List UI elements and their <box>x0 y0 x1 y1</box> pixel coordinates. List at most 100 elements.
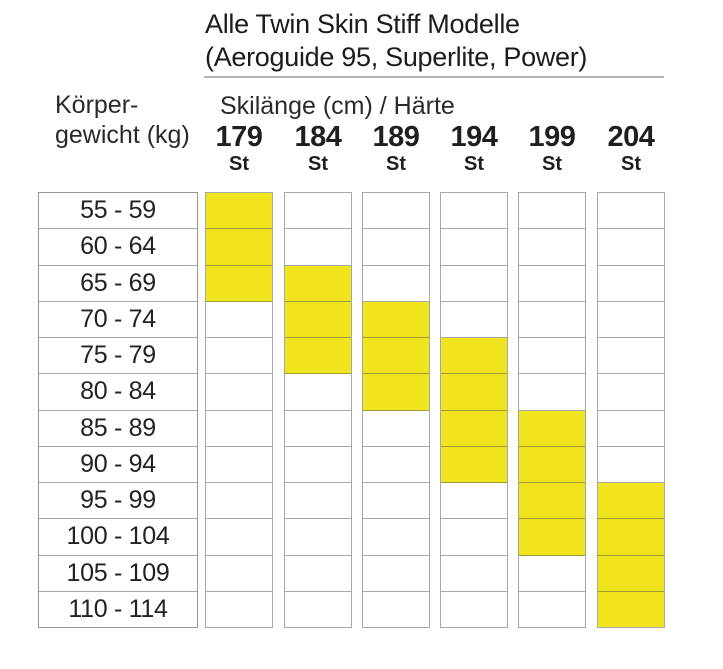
grid-cell <box>206 338 272 375</box>
grid-cell <box>206 592 272 627</box>
grid-cell <box>598 266 664 302</box>
body-weight-axis-label: Körper- gewicht (kg) <box>55 90 190 150</box>
recommended-cell <box>598 591 664 627</box>
ski-column-179 <box>205 192 273 628</box>
grid-cell <box>519 338 585 375</box>
grid-cell <box>598 229 664 266</box>
grid-cell <box>598 302 664 338</box>
stiffness-value: St <box>621 153 641 175</box>
grid-cell <box>206 411 272 447</box>
grid-cell <box>206 519 272 556</box>
grid-cell <box>598 338 664 375</box>
recommended-cell <box>285 301 351 338</box>
grid-cell <box>441 302 507 338</box>
recommended-cell <box>598 555 664 592</box>
grid-cell <box>363 447 429 483</box>
title-line-1: Alle Twin Skin Stiff Modelle <box>205 9 520 39</box>
weight-range-row: 65 - 69 <box>39 266 197 302</box>
column-header-184: 184 St <box>284 121 352 176</box>
title-underline <box>204 76 664 78</box>
recommended-cell <box>206 265 272 302</box>
ski-column-184 <box>284 192 352 628</box>
weight-range-row: 95 - 99 <box>39 483 197 520</box>
column-header-204: 204 St <box>597 121 665 176</box>
ski-column-204 <box>597 192 665 628</box>
page-title: Alle Twin Skin Stiff Modelle (Aeroguide … <box>205 8 587 74</box>
recommended-cell <box>519 519 585 556</box>
grid-cell <box>285 229 351 266</box>
ski-length-value: 194 <box>450 121 498 153</box>
title-line-2: (Aeroguide 95, Superlite, Power) <box>205 42 588 72</box>
grid-cell <box>598 374 664 411</box>
grid-cell <box>206 374 272 411</box>
grid-cell <box>441 556 507 592</box>
ski-length-value: 179 <box>215 121 263 153</box>
weight-range-row: 80 - 84 <box>39 374 197 411</box>
stiffness-value: St <box>542 153 562 175</box>
grid-cell <box>519 592 585 627</box>
grid-cell <box>206 447 272 483</box>
grid-cell <box>285 193 351 230</box>
recommended-cell <box>441 338 507 375</box>
ski-length-value: 184 <box>294 121 342 153</box>
grid-cell <box>441 592 507 627</box>
recommended-cell <box>441 446 507 483</box>
grid-cell <box>285 483 351 520</box>
weight-range-row: 100 - 104 <box>39 519 197 556</box>
grid-cell <box>363 411 429 447</box>
stiffness-value: St <box>229 153 249 175</box>
grid-cell <box>363 519 429 556</box>
weight-range-row: 110 - 114 <box>68 594 168 623</box>
grid-cell <box>206 302 272 338</box>
grid-cell <box>285 556 351 592</box>
grid-cell <box>519 193 585 230</box>
grid-cell <box>598 411 664 447</box>
grid-cell <box>285 447 351 483</box>
grid-cell <box>363 229 429 266</box>
body-weight-label-line-1: Körper- <box>55 91 139 119</box>
column-header-199: 199 St <box>518 121 586 176</box>
recommended-cell <box>363 374 429 411</box>
ski-length-value: 199 <box>528 121 576 153</box>
recommended-cell <box>206 229 272 266</box>
grid-cell <box>441 229 507 266</box>
grid-cell <box>206 556 272 592</box>
stiffness-value: St <box>308 153 328 175</box>
grid-cell <box>285 519 351 556</box>
grid-cell <box>441 266 507 302</box>
grid-cell <box>519 556 585 592</box>
body-weight-label-line-2: gewicht (kg) <box>55 121 190 149</box>
grid-cell <box>598 193 664 230</box>
grid-cell <box>441 519 507 556</box>
grid-cell <box>363 266 429 302</box>
recommended-cell <box>598 519 664 556</box>
grid-cell <box>285 592 351 627</box>
weight-range-row: 85 - 89 <box>39 411 197 447</box>
grid-cell <box>441 483 507 520</box>
recommended-cell <box>285 338 351 375</box>
recommended-cell <box>519 410 585 447</box>
stiffness-value: St <box>386 153 406 175</box>
recommended-cell <box>598 483 664 520</box>
grid-cell <box>206 483 272 520</box>
weight-table: 55 - 59 60 - 64 65 - 69 70 - 74 75 - 79 80 - … <box>38 192 198 628</box>
weight-range-row: 105 - 109 <box>39 556 197 592</box>
recommended-cell <box>363 301 429 338</box>
grid-cell <box>363 556 429 592</box>
weight-range-row: 90 - 94 <box>39 447 197 483</box>
grid-cell <box>441 193 507 230</box>
grid-cell <box>519 374 585 411</box>
ski-length-value: 189 <box>372 121 420 153</box>
column-header-189: 189 St <box>362 121 430 176</box>
grid-cell <box>363 193 429 230</box>
grid-cell <box>519 302 585 338</box>
grid-cell <box>598 447 664 483</box>
recommended-cell <box>206 193 272 230</box>
recommended-cell <box>519 483 585 520</box>
ski-length-value: 204 <box>607 121 655 153</box>
ski-column-189 <box>362 192 430 628</box>
weight-range-row: 70 - 74 <box>39 302 197 338</box>
stiffness-value: St <box>464 153 484 175</box>
grid-cell <box>285 411 351 447</box>
